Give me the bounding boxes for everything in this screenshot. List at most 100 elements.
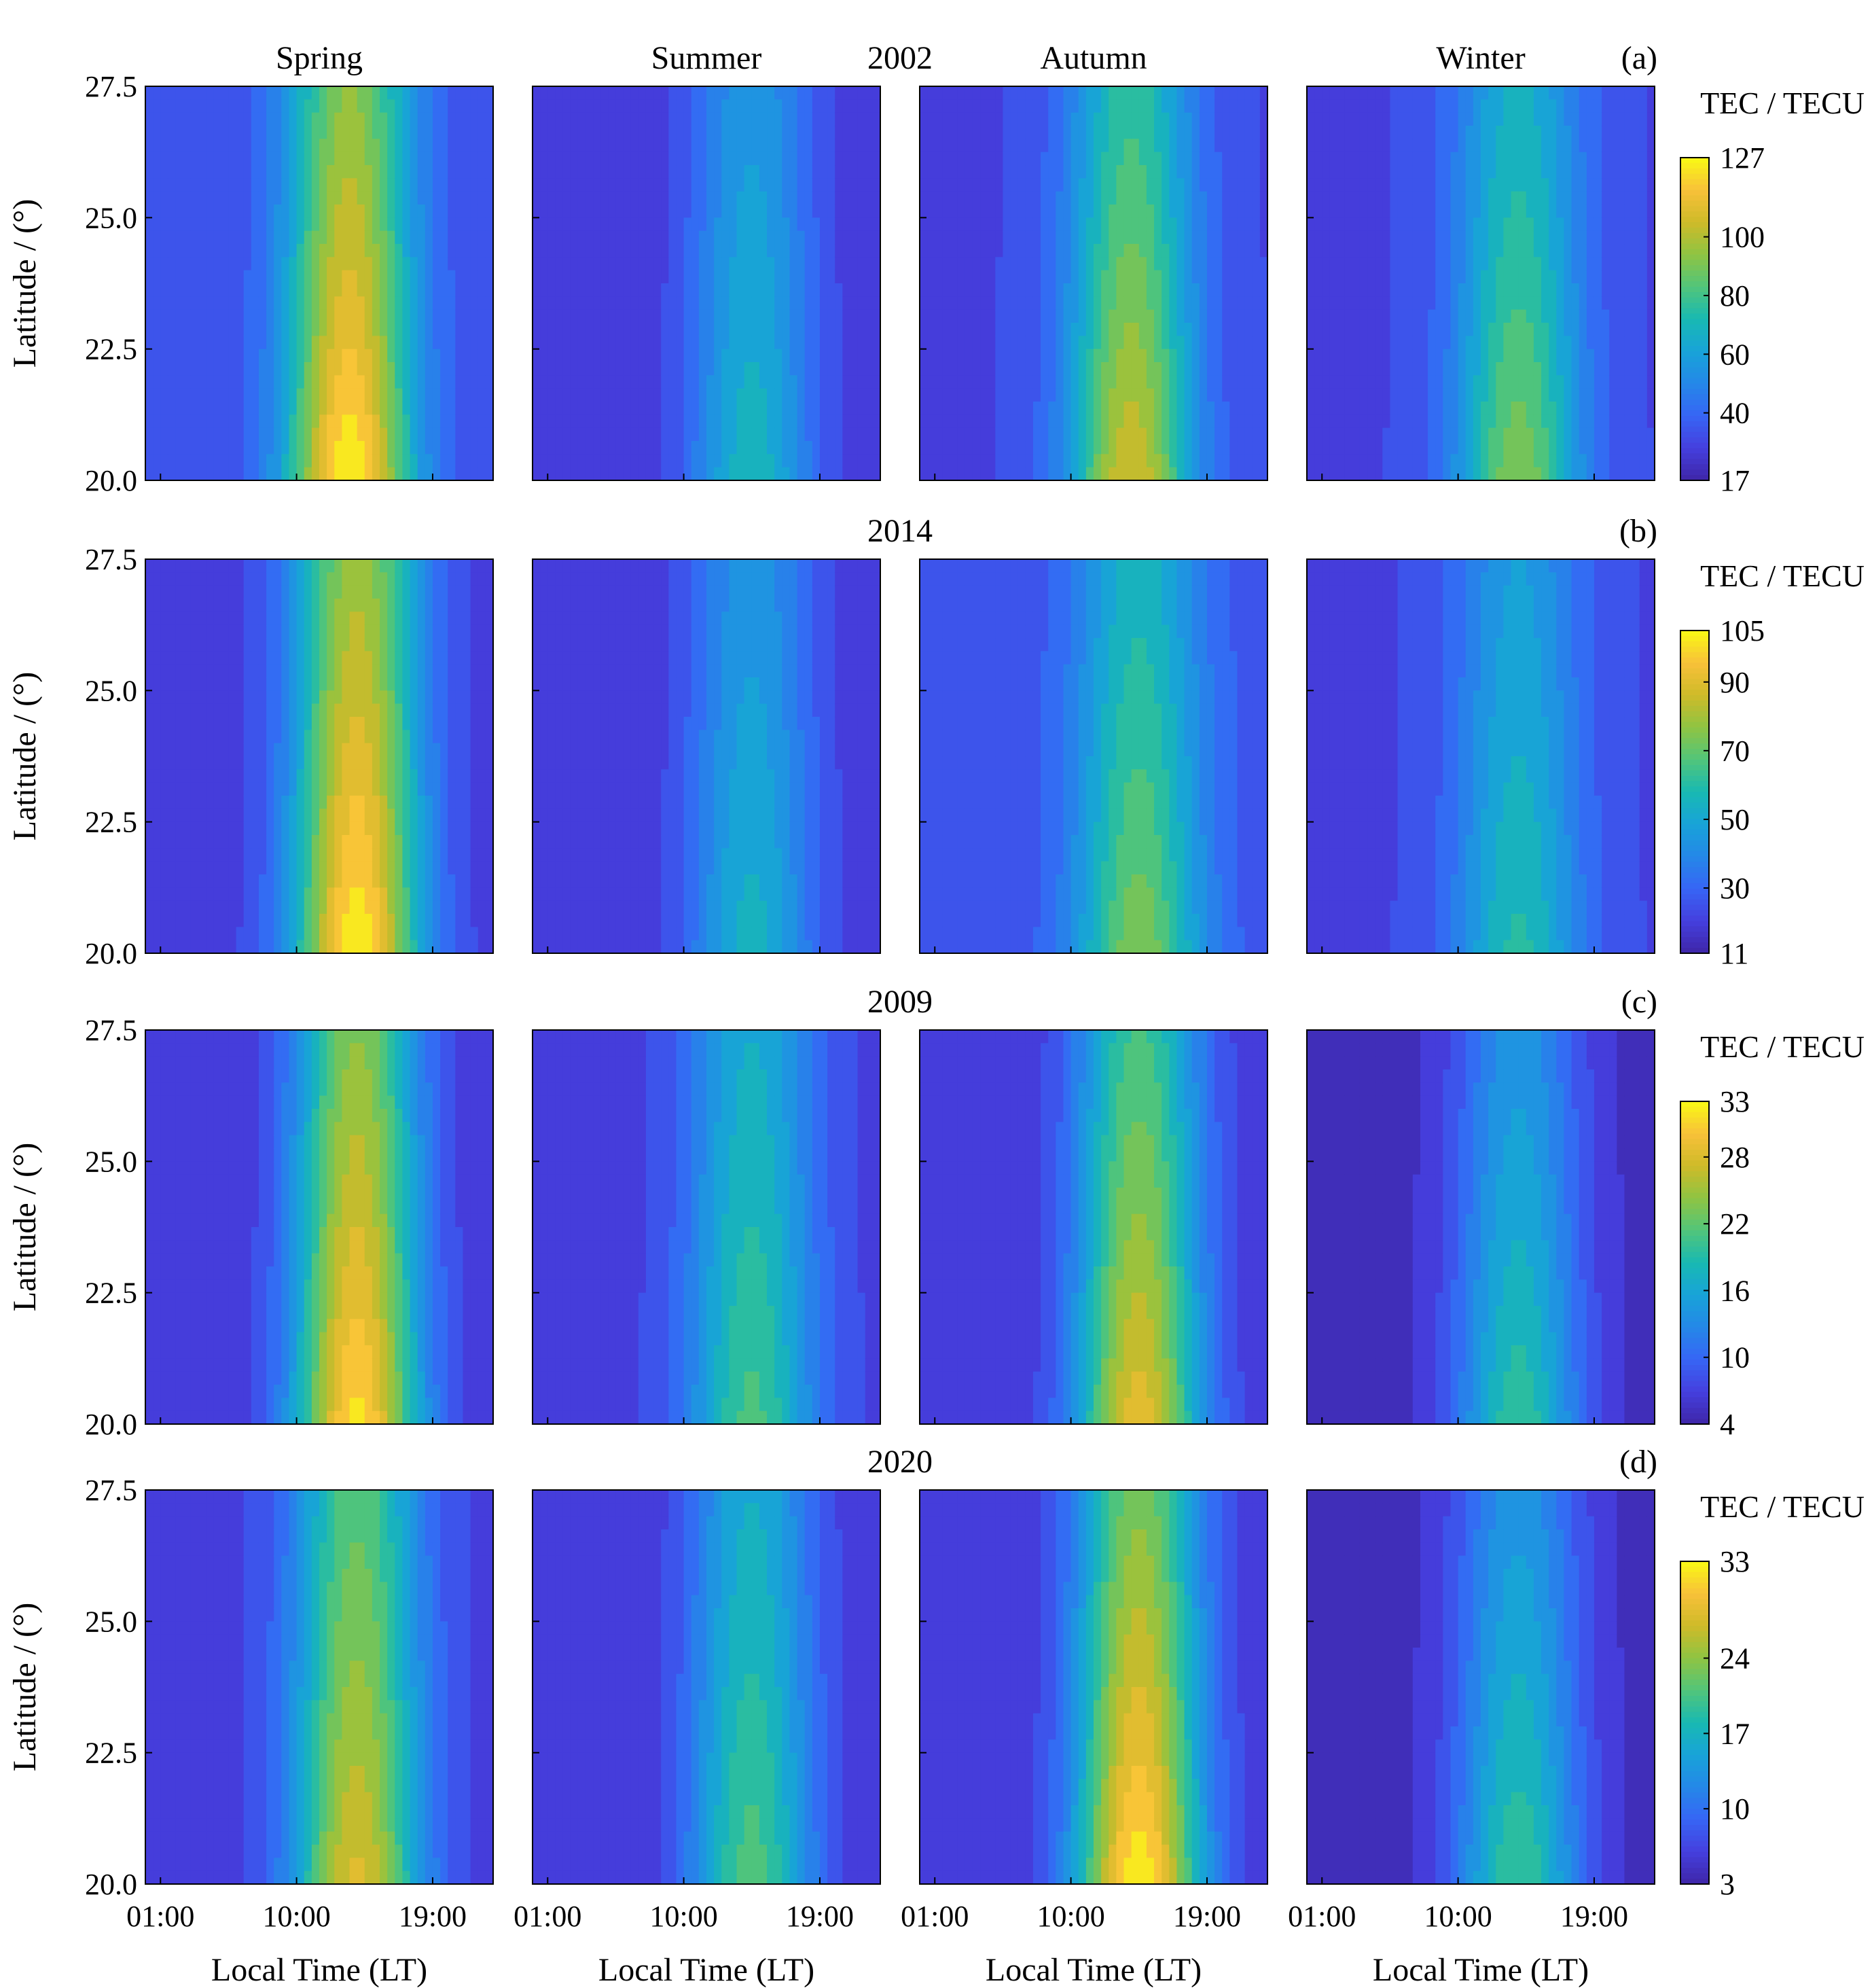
heatmap-cell <box>623 257 632 271</box>
heatmap-cell <box>1481 467 1489 480</box>
heatmap-cell <box>334 441 343 455</box>
heatmap-cell <box>714 467 723 480</box>
heatmap-cell <box>319 323 327 337</box>
heatmap-cell <box>789 270 798 284</box>
heatmap-cell <box>372 99 380 113</box>
heatmap-cell <box>485 178 493 192</box>
heatmap-cell <box>289 230 298 245</box>
heatmap-cell <box>1123 257 1132 271</box>
heatmap-cell <box>547 205 556 219</box>
heatmap-cell <box>432 230 441 245</box>
heatmap-cell <box>1109 427 1117 442</box>
heatmap-cell <box>729 467 738 480</box>
heatmap-cell <box>819 336 828 350</box>
heatmap-cell <box>661 441 670 455</box>
heatmap-cell <box>206 86 214 101</box>
heatmap-cell <box>1018 126 1026 140</box>
heatmap-cell <box>1496 191 1505 205</box>
heatmap-cell <box>1344 112 1353 126</box>
heatmap-cell <box>927 230 936 245</box>
heatmap-cell <box>1025 454 1034 468</box>
heatmap-cell <box>432 112 441 126</box>
heatmap-cell <box>980 191 988 205</box>
heatmap-cell <box>1094 191 1102 205</box>
heatmap-cell <box>1214 375 1223 389</box>
heatmap-cell <box>1237 309 1246 323</box>
heatmap-cell <box>334 217 343 232</box>
heatmap-cell <box>349 112 358 126</box>
heatmap-cell <box>835 402 844 416</box>
heatmap-cell <box>1101 467 1110 480</box>
heatmap-cell <box>683 467 692 480</box>
heatmap-cell <box>1206 427 1215 442</box>
heatmap-cell <box>957 402 966 416</box>
heatmap-cell <box>1252 152 1261 166</box>
heatmap-cell <box>1085 230 1094 245</box>
heatmap-cell <box>1405 402 1414 416</box>
heatmap-cell <box>714 217 723 232</box>
heatmap-cell <box>615 126 624 140</box>
heatmap-cell <box>1214 309 1223 323</box>
heatmap-cell <box>1473 467 1481 480</box>
heatmap-cell <box>1191 139 1200 153</box>
heatmap-cell <box>1214 126 1223 140</box>
heatmap-cell <box>1244 165 1253 179</box>
heatmap-cell <box>759 152 768 166</box>
heatmap-cell <box>1056 270 1064 284</box>
heatmap-cell <box>1237 230 1246 245</box>
heatmap-cell <box>478 152 486 166</box>
heatmap-cell <box>1214 257 1223 271</box>
heatmap-cell <box>1314 467 1323 480</box>
heatmap-cell <box>1488 427 1497 442</box>
heatmap-cell <box>274 270 283 284</box>
heatmap-cell <box>190 205 199 219</box>
heatmap-cell <box>562 441 571 455</box>
heatmap-cell <box>547 270 556 284</box>
heatmap-cell <box>1428 349 1437 363</box>
heatmap-cell <box>175 296 184 310</box>
heatmap-cell <box>221 388 230 402</box>
heatmap-cell <box>1473 126 1481 140</box>
heatmap-cell <box>1222 86 1231 101</box>
heatmap-cell <box>1078 427 1087 442</box>
heatmap-cell <box>577 139 586 153</box>
heatmap-cell <box>744 441 753 455</box>
heatmap-cell <box>1025 388 1034 402</box>
heatmap-cell <box>957 349 966 363</box>
heatmap-cell <box>957 112 966 126</box>
heatmap-cell <box>623 427 632 442</box>
heatmap-cell <box>1314 178 1323 192</box>
heatmap-cell <box>1367 205 1375 219</box>
heatmap-cell <box>1503 205 1512 219</box>
heatmap-cell <box>1003 388 1011 402</box>
heatmap-cell <box>1314 244 1323 258</box>
heatmap-cell <box>342 270 350 284</box>
heatmap-cell <box>965 270 973 284</box>
heatmap-cell <box>683 126 692 140</box>
heatmap-cell <box>1259 217 1267 232</box>
heatmap-cell <box>1116 257 1125 271</box>
heatmap-cell <box>1322 296 1331 310</box>
heatmap-cell <box>804 441 813 455</box>
heatmap-cell <box>410 257 418 271</box>
heatmap-cell <box>1405 454 1414 468</box>
heatmap-cell <box>988 441 996 455</box>
heatmap-cell <box>957 375 966 389</box>
heatmap-cell <box>1405 112 1414 126</box>
heatmap-cell <box>342 414 350 429</box>
heatmap-cell <box>721 402 730 416</box>
heatmap-cell <box>319 427 327 442</box>
heatmap-cell <box>645 152 654 166</box>
heatmap-cell <box>729 205 738 219</box>
heatmap-cell <box>319 336 327 350</box>
heatmap-cell <box>364 441 373 455</box>
heatmap-cell <box>417 349 426 363</box>
heatmap-cell <box>1109 467 1117 480</box>
heatmap-cell <box>645 205 654 219</box>
heatmap-cell <box>1116 454 1125 468</box>
heatmap-cell <box>319 362 327 376</box>
heatmap-cell <box>372 402 380 416</box>
heatmap-cell <box>555 244 564 258</box>
heatmap-cell <box>1109 336 1117 350</box>
heatmap-cell <box>296 139 305 153</box>
